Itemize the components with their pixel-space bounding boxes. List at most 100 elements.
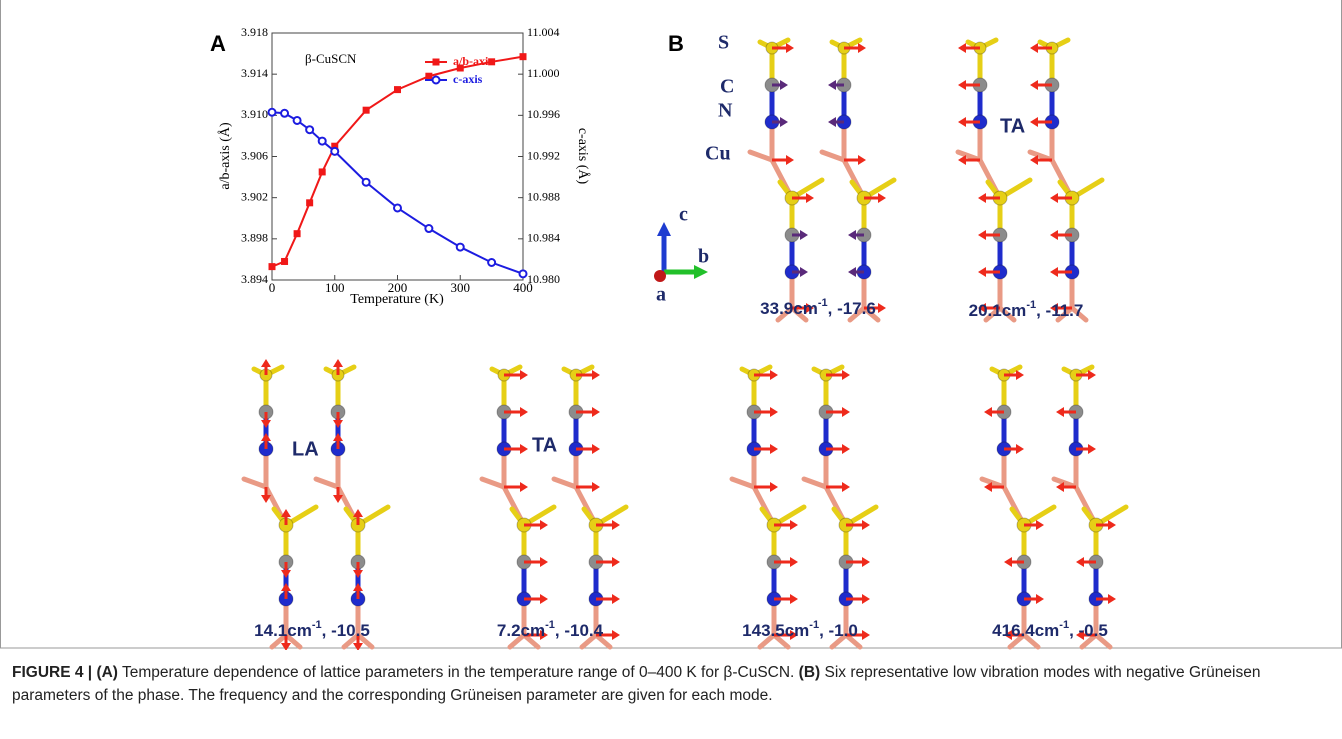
arrow-head	[862, 594, 870, 604]
marker	[362, 106, 370, 114]
arrow-head	[806, 193, 814, 203]
arrow-head	[540, 557, 548, 567]
bond	[579, 632, 599, 650]
arrow-head	[842, 370, 850, 380]
gruneisen: , -0.5	[1069, 621, 1108, 640]
x-tick-label: 0	[269, 280, 276, 295]
arrow-head	[1050, 303, 1058, 313]
arrow-head	[978, 193, 986, 203]
arrow-head	[978, 267, 986, 277]
mode-label: 7.2cm-1, -10.4	[497, 619, 604, 641]
bond	[861, 305, 881, 323]
arrow-head	[842, 482, 850, 492]
arrow-head	[958, 117, 966, 127]
arrow-head	[806, 303, 814, 313]
y-axis-title: a/b-axis (Å)	[217, 122, 233, 190]
marker	[280, 108, 290, 118]
arrow-head	[592, 482, 600, 492]
arrow-head	[281, 583, 291, 591]
arrow-head	[612, 630, 620, 640]
arrow-head	[1050, 267, 1058, 277]
arrow-head	[281, 643, 291, 650]
bond	[593, 632, 613, 650]
arrow-head	[281, 570, 291, 578]
mode-annotation: TA	[532, 434, 557, 456]
bond	[729, 476, 757, 490]
arrow-head	[828, 80, 836, 90]
arrow-head	[333, 359, 343, 367]
arrow-head	[1030, 155, 1038, 165]
legend-label: c-axis	[453, 72, 483, 86]
mode-annotation: LA	[292, 438, 319, 460]
arrow-head	[612, 557, 620, 567]
vibration-mode	[479, 364, 629, 650]
arrow-head	[540, 630, 548, 640]
arrow-head	[592, 407, 600, 417]
arrow-head	[1030, 80, 1038, 90]
arrow-head	[592, 370, 600, 380]
arrow-head	[1088, 444, 1096, 454]
vibration-mode	[747, 37, 897, 323]
atom-label: C	[720, 76, 734, 98]
x-tick-label: 200	[388, 280, 408, 295]
arrow-head	[862, 630, 870, 640]
arrow-head	[770, 407, 778, 417]
y-tick-label: 3.898	[241, 231, 268, 245]
caption: FIGURE 4 | (A) Temperature dependence of…	[12, 661, 1322, 707]
marker	[394, 86, 401, 94]
frequency: 14.1cm	[254, 621, 312, 640]
y2-tick-label: 10.988	[527, 189, 560, 203]
arrow-head	[1036, 594, 1044, 604]
bond	[847, 305, 867, 323]
marker	[331, 142, 339, 150]
arrow-head	[353, 509, 363, 517]
bond	[241, 476, 269, 490]
y-tick-label: 3.906	[241, 148, 268, 162]
arrow-head	[858, 155, 866, 165]
bond	[269, 632, 289, 650]
bond	[1069, 305, 1089, 323]
arrow-head	[612, 520, 620, 530]
marker	[330, 146, 340, 156]
arrow-head	[978, 303, 986, 313]
arrow-head	[520, 444, 528, 454]
marker	[424, 224, 434, 234]
arrow-head	[1076, 630, 1084, 640]
y2-tick-label: 10.992	[527, 148, 560, 162]
arrow-head	[281, 509, 291, 517]
arrow-head	[592, 444, 600, 454]
panel-label: A	[210, 31, 226, 56]
arrow-head	[1030, 117, 1038, 127]
marker	[293, 230, 301, 238]
figure-frame	[0, 0, 1342, 649]
y-tick-label: 3.914	[241, 66, 268, 80]
caption-label: (B)	[798, 664, 821, 681]
arrow-head	[261, 420, 271, 428]
frequency-exponent: -1	[1059, 619, 1069, 631]
marker	[519, 53, 527, 61]
axis-label: c	[679, 204, 688, 226]
y2-tick-label: 10.980	[527, 272, 560, 286]
gruneisen: , -11.7	[1036, 301, 1083, 320]
marker	[268, 263, 276, 271]
arrow-head	[261, 495, 271, 503]
arrow-head	[1056, 407, 1064, 417]
vibration-mode	[729, 364, 879, 650]
axis-label: b	[698, 246, 709, 268]
arrow-head	[878, 193, 886, 203]
mode-label: 20.1cm-1, -11.7	[969, 299, 1084, 321]
arrow-head	[984, 407, 992, 417]
arrow-head	[261, 359, 271, 367]
arrow-head	[1050, 230, 1058, 240]
bond	[1079, 632, 1099, 650]
arrow-head	[1004, 557, 1012, 567]
marker	[318, 168, 326, 176]
x-tick-label: 100	[325, 280, 345, 295]
arrow-head	[540, 520, 548, 530]
marker	[267, 107, 277, 117]
bond	[801, 476, 829, 490]
figure: A β-CuSCN Temperature (K) a/b-axis (Å) c…	[0, 0, 1342, 650]
arrow-head	[958, 155, 966, 165]
marker	[488, 58, 496, 66]
bond	[1093, 632, 1113, 650]
